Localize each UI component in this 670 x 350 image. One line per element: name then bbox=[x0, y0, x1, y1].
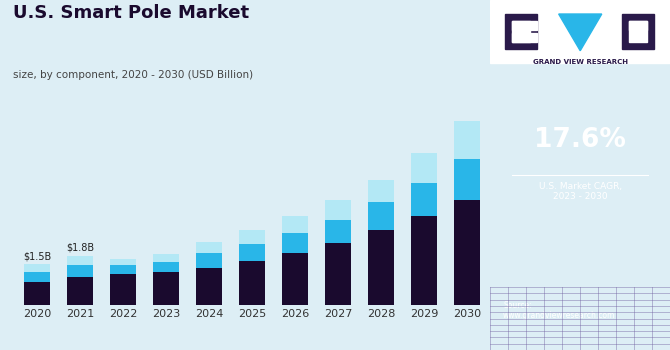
Bar bbox=[454, 199, 480, 304]
Bar bbox=[622, 14, 654, 49]
Text: $1.5B: $1.5B bbox=[23, 251, 51, 261]
Bar bbox=[325, 220, 351, 243]
Bar bbox=[628, 21, 647, 42]
Bar bbox=[628, 21, 647, 30]
Bar bbox=[282, 253, 308, 304]
Text: Source:
www.grandviewresearch.com: Source: www.grandviewresearch.com bbox=[503, 301, 615, 320]
Bar bbox=[512, 33, 537, 42]
FancyBboxPatch shape bbox=[490, 0, 670, 63]
Bar bbox=[239, 261, 265, 304]
Bar bbox=[282, 216, 308, 232]
Bar bbox=[454, 159, 480, 200]
Bar bbox=[110, 265, 136, 274]
Text: 17.6%: 17.6% bbox=[534, 127, 626, 153]
Bar bbox=[411, 153, 437, 183]
Bar bbox=[325, 200, 351, 220]
Bar bbox=[368, 180, 394, 202]
Bar bbox=[411, 216, 437, 304]
Bar bbox=[24, 265, 50, 272]
Bar bbox=[239, 244, 265, 261]
Bar bbox=[110, 259, 136, 265]
Bar bbox=[512, 21, 537, 30]
Bar bbox=[512, 21, 530, 42]
Text: $1.8B: $1.8B bbox=[66, 243, 94, 253]
Legend: Hardware, Software, Service: Hardware, Software, Service bbox=[113, 348, 343, 350]
Bar bbox=[239, 230, 265, 244]
Bar bbox=[325, 243, 351, 304]
Bar bbox=[153, 262, 179, 272]
Bar bbox=[196, 267, 222, 304]
Bar bbox=[454, 121, 480, 159]
Bar bbox=[24, 272, 50, 281]
Bar bbox=[505, 14, 537, 49]
Polygon shape bbox=[559, 14, 602, 51]
Bar bbox=[153, 254, 179, 262]
Bar bbox=[67, 265, 93, 277]
Bar bbox=[368, 202, 394, 230]
Bar bbox=[196, 241, 222, 253]
Bar bbox=[368, 230, 394, 304]
Bar bbox=[67, 256, 93, 265]
Bar bbox=[24, 281, 50, 304]
Bar bbox=[110, 274, 136, 304]
Text: U.S. Market CAGR,
2023 - 2030: U.S. Market CAGR, 2023 - 2030 bbox=[539, 182, 622, 201]
Text: U.S. Smart Pole Market: U.S. Smart Pole Market bbox=[13, 4, 249, 21]
Text: GRAND VIEW RESEARCH: GRAND VIEW RESEARCH bbox=[533, 60, 628, 65]
Bar bbox=[67, 277, 93, 304]
Bar bbox=[282, 232, 308, 253]
Bar bbox=[153, 272, 179, 304]
Bar bbox=[411, 183, 437, 216]
Text: size, by component, 2020 - 2030 (USD Billion): size, by component, 2020 - 2030 (USD Bil… bbox=[13, 70, 253, 80]
Bar bbox=[196, 253, 222, 267]
